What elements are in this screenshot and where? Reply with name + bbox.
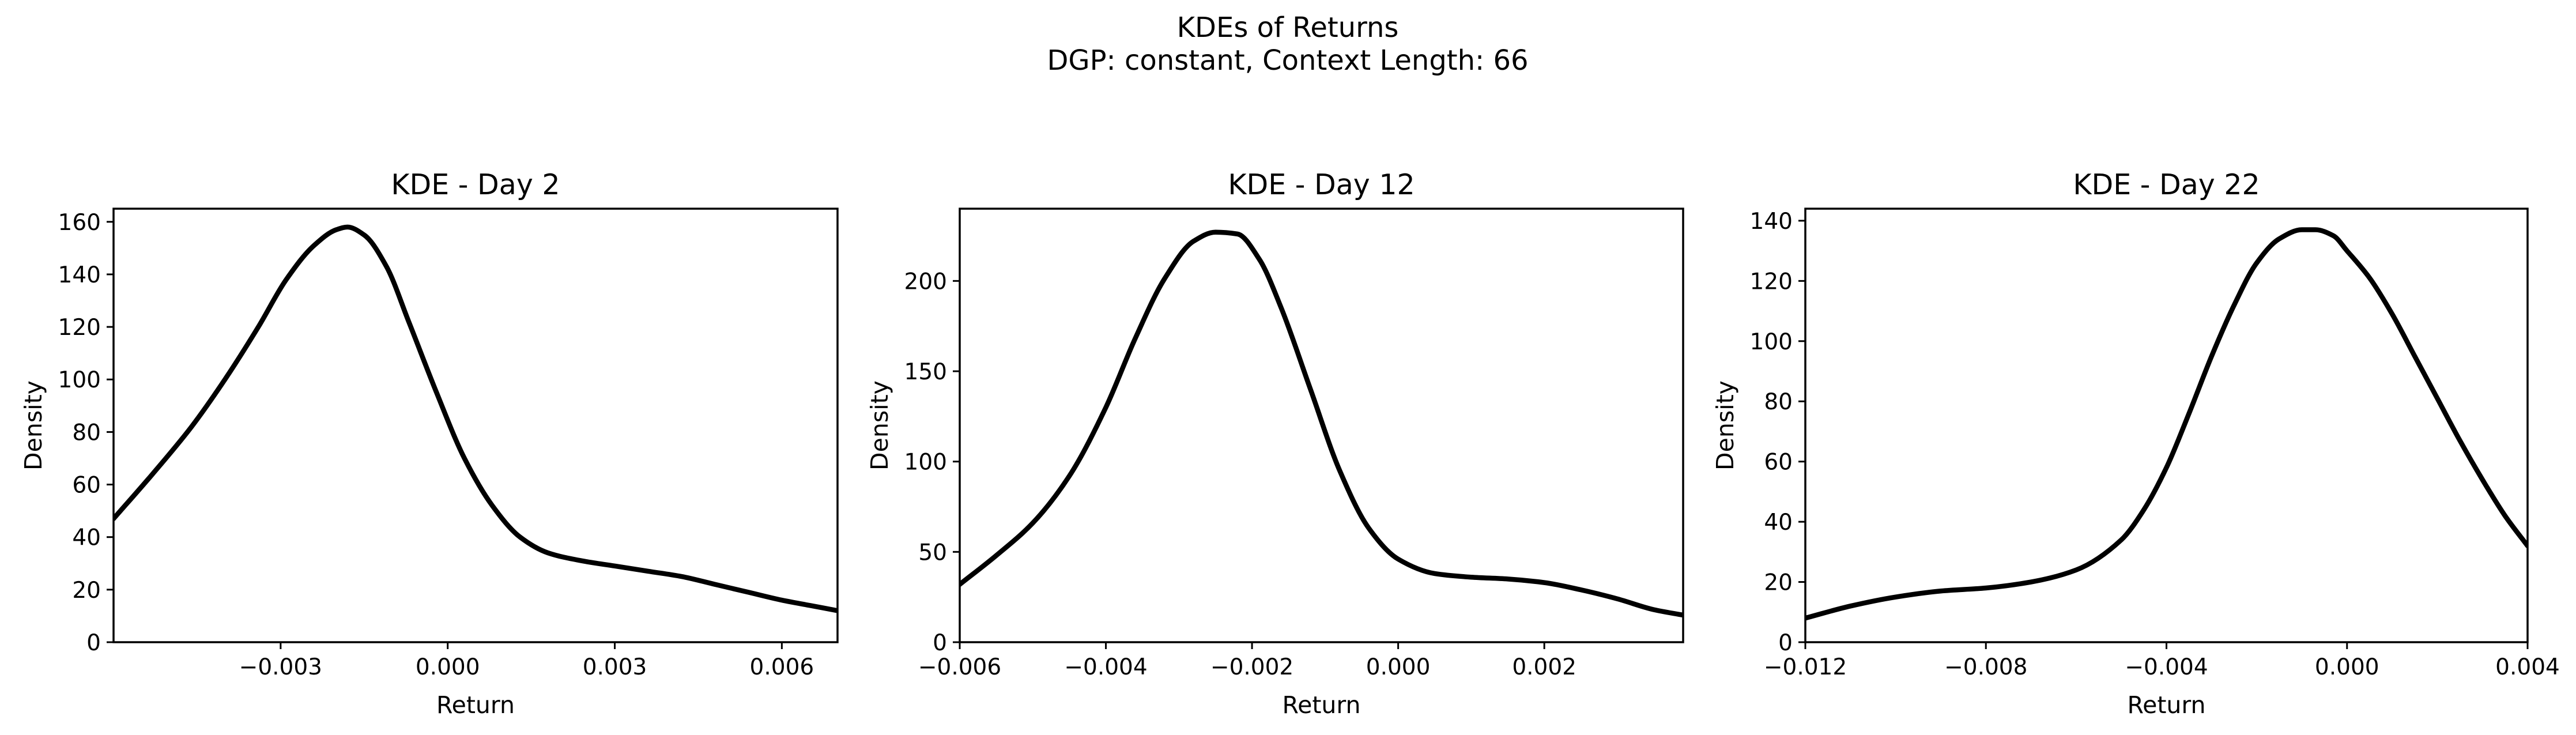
y-tick-label: 50 [918,540,947,566]
figure-title-line-1: KDEs of Returns [1177,12,1399,44]
y-tick-label: 150 [904,359,947,385]
y-axis-label: Density [866,380,893,470]
x-tick-label: 0.002 [1512,654,1576,680]
x-tick-label: −0.008 [1944,654,2027,680]
x-axis-label: Return [436,691,515,719]
y-tick-label: 140 [1750,209,1793,235]
x-tick-label: −0.002 [1210,654,1293,680]
kde-curve [960,229,1683,618]
y-tick-label: 0 [933,630,947,656]
y-axis-label: Density [1711,380,1739,470]
y-tick-label: 100 [58,367,101,393]
panel-title: KDE - Day 12 [1228,168,1415,201]
x-axis-label: Return [2127,691,2205,719]
y-tick-label: 20 [1764,570,1793,596]
x-tick-label: −0.012 [1764,654,1847,680]
figure-title-line-2: DGP: constant, Context Length: 66 [1047,44,1528,77]
y-tick-label: 120 [58,315,101,341]
kde-panel-3: KDE - Day 22 −0.012 −0.008 −0.004 0.000 0.004… [1711,168,2560,719]
y-tick-label: 60 [1764,450,1793,476]
axes-frame [112,208,839,643]
y-tick-label: 20 [72,578,101,604]
y-tick-label: 40 [72,525,101,551]
x-tick-label: 0.000 [2315,654,2379,680]
y-tick-label: 100 [1750,329,1793,355]
y-tick-label: 0 [1778,630,1793,656]
x-tick-label: 0.004 [2495,654,2560,680]
x-tick-label: −0.003 [239,654,322,680]
y-tick-label: 160 [58,210,101,236]
y-tick-label: 200 [904,269,947,295]
y-tick-label: 140 [58,262,101,288]
x-tick-label: 0.006 [750,654,814,680]
x-tick-label: 0.000 [416,654,480,680]
panel-title: KDE - Day 2 [391,168,560,201]
y-tick-label: 60 [72,473,101,499]
kde-panel-2: KDE - Day 12 −0.006 −0.004 −0.002 0.000 0.002… [866,168,1684,719]
y-tick-label: 120 [1750,269,1793,295]
y-tick-label: 80 [72,420,101,446]
x-tick-label: 0.003 [583,654,647,680]
x-axis-label: Return [1282,691,1360,719]
y-tick-label: 40 [1764,510,1793,536]
kde-curve [114,224,838,613]
y-tick-label: 100 [904,450,947,476]
kde-panel-1: KDE - Day 2 −0.003 0.000 0.003 0.006 0 20 40 60 8… [20,168,839,719]
y-axis-label: Density [20,380,47,470]
y-tick-label: 0 [86,630,101,656]
x-tick-label: 0.000 [1366,654,1431,680]
subplot-grid: KDE - Day 2 −0.003 0.000 0.003 0.006 0 20 40 60 8… [20,168,2560,719]
x-tick-label: −0.004 [2125,654,2208,680]
axes-frame [959,208,1684,643]
panel-title: KDE - Day 22 [2073,168,2260,201]
kde-curve [1805,227,2528,621]
y-tick-label: 80 [1764,389,1793,415]
x-tick-label: −0.006 [918,654,1001,680]
x-tick-label: −0.004 [1064,654,1147,680]
